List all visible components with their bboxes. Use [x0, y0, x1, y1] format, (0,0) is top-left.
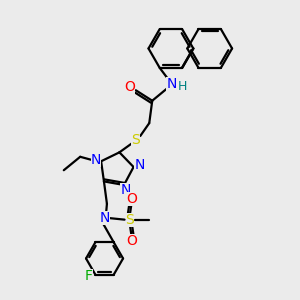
Text: O: O: [126, 234, 137, 248]
Text: H: H: [178, 80, 188, 93]
Text: N: N: [134, 158, 145, 172]
Text: N: N: [167, 77, 177, 91]
Text: O: O: [126, 192, 137, 206]
Text: S: S: [126, 213, 134, 226]
Text: N: N: [91, 153, 101, 167]
Text: N: N: [99, 211, 110, 225]
Text: O: O: [124, 80, 135, 94]
Text: F: F: [85, 269, 93, 283]
Text: S: S: [131, 133, 140, 146]
Text: N: N: [120, 183, 131, 197]
